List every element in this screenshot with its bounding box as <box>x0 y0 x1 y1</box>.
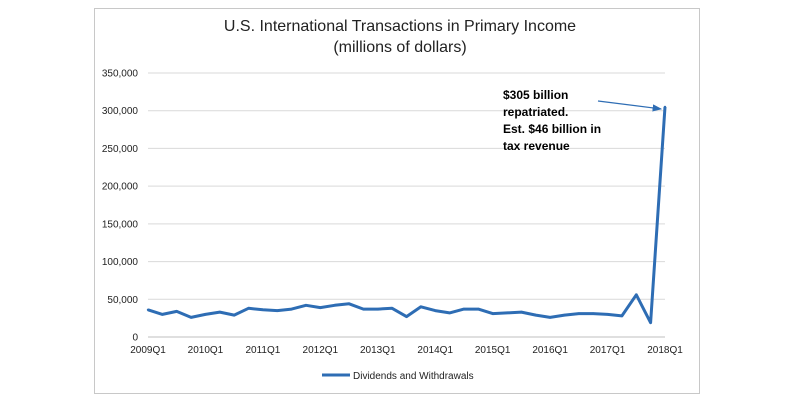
data-point <box>261 308 265 312</box>
chart-frame <box>94 8 700 394</box>
data-point <box>505 311 509 315</box>
x-tick-label: 2012Q1 <box>303 345 339 356</box>
data-point <box>620 314 624 318</box>
data-point <box>204 313 207 316</box>
series-layer <box>146 105 667 325</box>
data-point <box>304 304 308 307</box>
data-point <box>548 316 552 319</box>
data-point <box>290 307 293 311</box>
x-tick-label: 2015Q1 <box>475 345 511 356</box>
x-tick-label: 2018Q1 <box>647 345 683 356</box>
data-point <box>362 307 365 311</box>
annotation-line: repatriated. <box>503 105 568 119</box>
y-tick-label: 50,000 <box>107 295 138 306</box>
annotation-line: $305 billion <box>503 88 568 102</box>
data-point <box>247 307 250 310</box>
x-tick-label: 2011Q1 <box>245 345 280 356</box>
y-tick-label: 350,000 <box>102 69 139 80</box>
annotation-arrow <box>597 100 663 112</box>
x-tick-label: 2014Q1 <box>417 345 453 356</box>
annotation-line: Est. $46 billion in <box>503 122 601 136</box>
data-point <box>189 316 193 319</box>
data-point <box>390 307 394 310</box>
data-point <box>534 313 537 317</box>
data-point <box>491 312 494 315</box>
y-tick-label: 250,000 <box>102 144 139 155</box>
data-point <box>663 105 667 109</box>
y-tick-label: 100,000 <box>102 257 139 268</box>
y-tick-label: 300,000 <box>102 106 139 117</box>
chart-title: U.S. International Transactions in Prima… <box>224 18 576 35</box>
data-point <box>419 305 423 309</box>
data-point <box>161 313 164 316</box>
data-point <box>520 310 523 314</box>
data-point <box>606 313 609 316</box>
x-axis-ticks: 2009Q1 2010Q1 2011Q1 2012Q1 2013Q1 2014Q1 2015… <box>130 345 683 356</box>
data-point <box>333 304 336 307</box>
x-tick-label: 2009Q1 <box>130 345 166 356</box>
data-point <box>649 321 652 324</box>
data-point <box>577 312 581 315</box>
data-point <box>462 307 466 311</box>
data-point <box>405 315 408 318</box>
data-point <box>276 309 279 312</box>
y-tick-label: 200,000 <box>102 182 139 193</box>
data-point <box>319 306 322 309</box>
x-tick-label: 2016Q1 <box>532 345 568 356</box>
legend: Dividends and Withdrawals <box>322 371 474 382</box>
data-point <box>477 307 480 311</box>
data-point <box>218 310 222 314</box>
y-tick-label: 150,000 <box>102 219 139 230</box>
data-point <box>635 293 638 296</box>
data-point <box>591 312 595 315</box>
data-point <box>448 311 451 315</box>
gridlines <box>148 72 665 300</box>
data-point <box>434 309 437 312</box>
chart-subtitle: (millions of dollars) <box>333 39 466 56</box>
data-point <box>232 313 236 317</box>
y-axis-ticks: 0 50,000 100,000 150,000 200,000 250,000 300,0… <box>102 69 139 344</box>
data-point <box>376 307 379 311</box>
y-tick-label: 0 <box>132 333 138 344</box>
data-point <box>146 308 150 312</box>
x-tick-label: 2010Q1 <box>188 345 224 356</box>
series-line <box>147 106 667 325</box>
x-tick-label: 2017Q1 <box>590 345 626 356</box>
data-point <box>347 302 351 306</box>
annotation-line: tax revenue <box>503 139 570 153</box>
data-point <box>563 313 566 317</box>
data-point <box>175 310 178 313</box>
x-tick-label: 2013Q1 <box>360 345 396 356</box>
legend-label: Dividends and Withdrawals <box>353 371 474 382</box>
annotation: $305 billion repatriated. Est. $46 billion… <box>503 88 663 153</box>
